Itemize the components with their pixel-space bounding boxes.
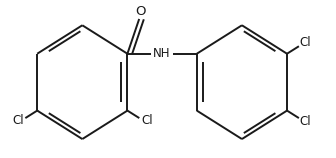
Text: Cl: Cl [12,114,24,127]
Text: O: O [136,5,146,18]
Text: Cl: Cl [300,36,311,49]
Text: NH: NH [153,47,171,60]
Text: Cl: Cl [141,114,153,127]
Text: Cl: Cl [300,115,311,128]
